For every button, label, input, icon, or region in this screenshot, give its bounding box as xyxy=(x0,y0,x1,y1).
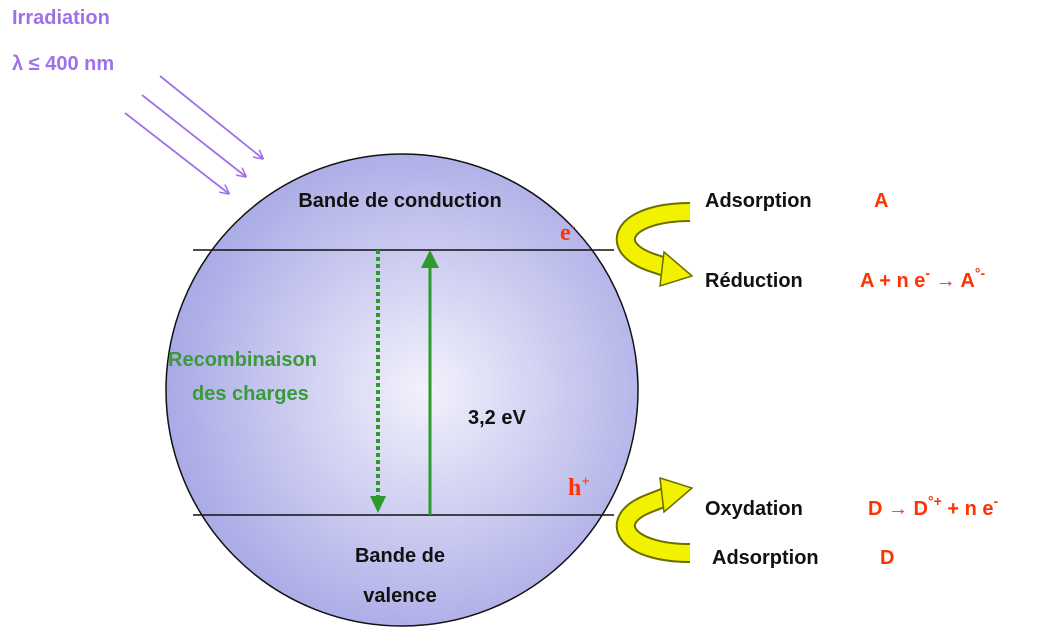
equation-part: + n e xyxy=(942,498,994,520)
irradiation-title: Irradiation xyxy=(12,7,110,29)
adsorption-label: Adsorption xyxy=(712,547,819,569)
adsorbed-species: A xyxy=(874,190,888,212)
hole: h+ xyxy=(568,474,590,501)
valence-band: valence xyxy=(363,585,436,607)
equation-part: → A xyxy=(930,270,975,292)
oxidation-label: Oxydation xyxy=(705,498,803,520)
equation-part: - xyxy=(993,493,998,509)
particle xyxy=(165,153,639,627)
wavelength: λ ≤ 400 nm xyxy=(12,53,114,75)
light-rays xyxy=(124,75,262,193)
electron: e- xyxy=(560,219,576,246)
equation-part: A + n e xyxy=(860,270,925,292)
reduction-equation: A + n e- → A°- xyxy=(860,265,985,292)
valence-band: Bande de xyxy=(355,545,445,567)
recombination: des charges xyxy=(192,383,309,405)
conduction-band: Bande de conduction xyxy=(298,190,501,212)
equation-part: D → D xyxy=(868,498,928,520)
equation-part: °- xyxy=(975,265,986,281)
oxidation-arrow xyxy=(615,476,694,563)
equation-part: °+ xyxy=(928,493,942,509)
band-gap: 3,2 eV xyxy=(468,407,526,429)
excitation-arrow xyxy=(421,250,439,515)
oxidation-equation: D → D°+ + n e- xyxy=(868,493,998,520)
adsorption-label: Adsorption xyxy=(705,190,812,212)
equation-part: - xyxy=(925,265,930,281)
reduction-arrow xyxy=(615,202,694,288)
reduction-label: Réduction xyxy=(705,270,803,292)
adsorbed-species: D xyxy=(880,547,894,569)
recombination-arrow xyxy=(370,250,386,513)
recombination: Recombinaison xyxy=(168,349,317,371)
